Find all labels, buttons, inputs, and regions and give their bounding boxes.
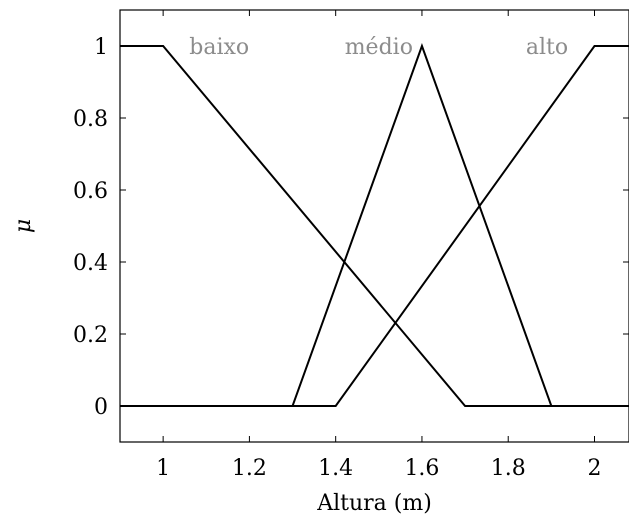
series-group bbox=[120, 43, 629, 407]
x-axis-label: Altura (m) bbox=[316, 491, 432, 516]
y-tick-label: 1 bbox=[94, 35, 108, 60]
series-line-alto bbox=[120, 45, 629, 407]
series-line-baixo bbox=[120, 45, 629, 407]
x-tick-label: 1.4 bbox=[318, 456, 353, 481]
x-tick-label: 1.6 bbox=[404, 456, 439, 481]
x-tick-label: 2 bbox=[587, 456, 601, 481]
y-axis-label: μ bbox=[11, 219, 36, 233]
x-tick-label: 1.2 bbox=[232, 456, 267, 481]
y-tick-label: 0.2 bbox=[73, 323, 108, 348]
y-tick-label: 0 bbox=[94, 395, 108, 420]
plot-area bbox=[119, 9, 629, 443]
plot-frame bbox=[119, 9, 629, 443]
y-tick-label: 0.4 bbox=[73, 251, 108, 276]
x-tick-label: 1 bbox=[156, 456, 170, 481]
series-label-alto: alto bbox=[526, 35, 568, 60]
y-tick-label: 0.6 bbox=[73, 179, 108, 204]
axis-ticks: 1 1.2 1.4 1.6 1.8 2 0 0.2 0.4 0.6 0.8 1 bbox=[73, 10, 629, 481]
series-label-médio: médio bbox=[345, 35, 413, 60]
y-tick-label: 0.8 bbox=[73, 107, 108, 132]
x-tick-label: 1.8 bbox=[491, 456, 526, 481]
series-labels: baixo médio alto bbox=[189, 35, 568, 60]
series-label-baixo: baixo bbox=[189, 35, 249, 60]
